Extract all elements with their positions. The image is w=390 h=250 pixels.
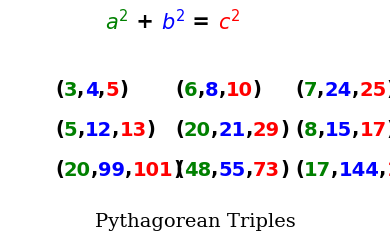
Text: ): ) <box>280 120 289 140</box>
Text: 10: 10 <box>226 80 253 100</box>
Text: 8: 8 <box>304 120 317 140</box>
Text: ,: , <box>352 80 359 100</box>
Text: (: ( <box>175 80 184 100</box>
Text: 20: 20 <box>184 120 211 140</box>
Text: ,: , <box>91 160 98 180</box>
Text: (: ( <box>295 120 304 140</box>
Text: ,: , <box>317 120 325 140</box>
Text: ,: , <box>211 160 218 180</box>
Text: (: ( <box>175 160 184 180</box>
Text: 5: 5 <box>64 120 78 140</box>
Text: (: ( <box>55 160 64 180</box>
Text: 17: 17 <box>360 120 386 140</box>
Text: ,: , <box>352 120 360 140</box>
Text: ,: , <box>98 80 106 100</box>
Text: ): ) <box>386 80 390 100</box>
Text: (: ( <box>295 160 304 180</box>
Text: ,: , <box>317 80 325 100</box>
Text: ): ) <box>253 80 262 100</box>
Text: ,: , <box>112 120 119 140</box>
Text: $a^2$: $a^2$ <box>105 10 129 34</box>
Text: 99: 99 <box>98 160 125 180</box>
Text: (: ( <box>175 120 184 140</box>
Text: 101: 101 <box>133 160 173 180</box>
Text: 48: 48 <box>184 160 211 180</box>
Text: 3: 3 <box>64 80 77 100</box>
Text: ): ) <box>119 80 128 100</box>
Text: ): ) <box>280 160 289 180</box>
Text: 29: 29 <box>253 120 280 140</box>
Text: $c^2$: $c^2$ <box>218 10 240 34</box>
Text: 144: 144 <box>339 160 379 180</box>
Text: =: = <box>185 12 218 32</box>
Text: ,: , <box>125 160 133 180</box>
Text: 17: 17 <box>304 160 331 180</box>
Text: 4: 4 <box>85 80 98 100</box>
Text: ,: , <box>77 80 85 100</box>
Text: 55: 55 <box>218 160 246 180</box>
Text: 73: 73 <box>253 160 280 180</box>
Text: ): ) <box>386 120 390 140</box>
Text: 145: 145 <box>386 160 390 180</box>
Text: (: ( <box>55 80 64 100</box>
Text: 7: 7 <box>304 80 317 100</box>
Text: +: + <box>129 12 161 32</box>
Text: (: ( <box>55 120 64 140</box>
Text: 20: 20 <box>64 160 91 180</box>
Text: ,: , <box>379 160 386 180</box>
Text: ,: , <box>246 160 253 180</box>
Text: ,: , <box>245 120 253 140</box>
Text: 12: 12 <box>85 120 112 140</box>
Text: ): ) <box>147 120 156 140</box>
Text: 6: 6 <box>184 80 197 100</box>
Text: ,: , <box>78 120 85 140</box>
Text: 15: 15 <box>325 120 352 140</box>
Text: 5: 5 <box>106 80 119 100</box>
Text: 21: 21 <box>218 120 245 140</box>
Text: ,: , <box>331 160 339 180</box>
Text: ,: , <box>211 120 218 140</box>
Text: 8: 8 <box>205 80 218 100</box>
Text: ): ) <box>173 160 182 180</box>
Text: 24: 24 <box>325 80 352 100</box>
Text: Pythagorean Triples: Pythagorean Triples <box>95 213 295 231</box>
Text: (: ( <box>295 80 304 100</box>
Text: 13: 13 <box>119 120 147 140</box>
Text: $b^2$: $b^2$ <box>161 10 185 34</box>
Text: ,: , <box>218 80 226 100</box>
Text: ,: , <box>197 80 205 100</box>
Text: 25: 25 <box>359 80 386 100</box>
